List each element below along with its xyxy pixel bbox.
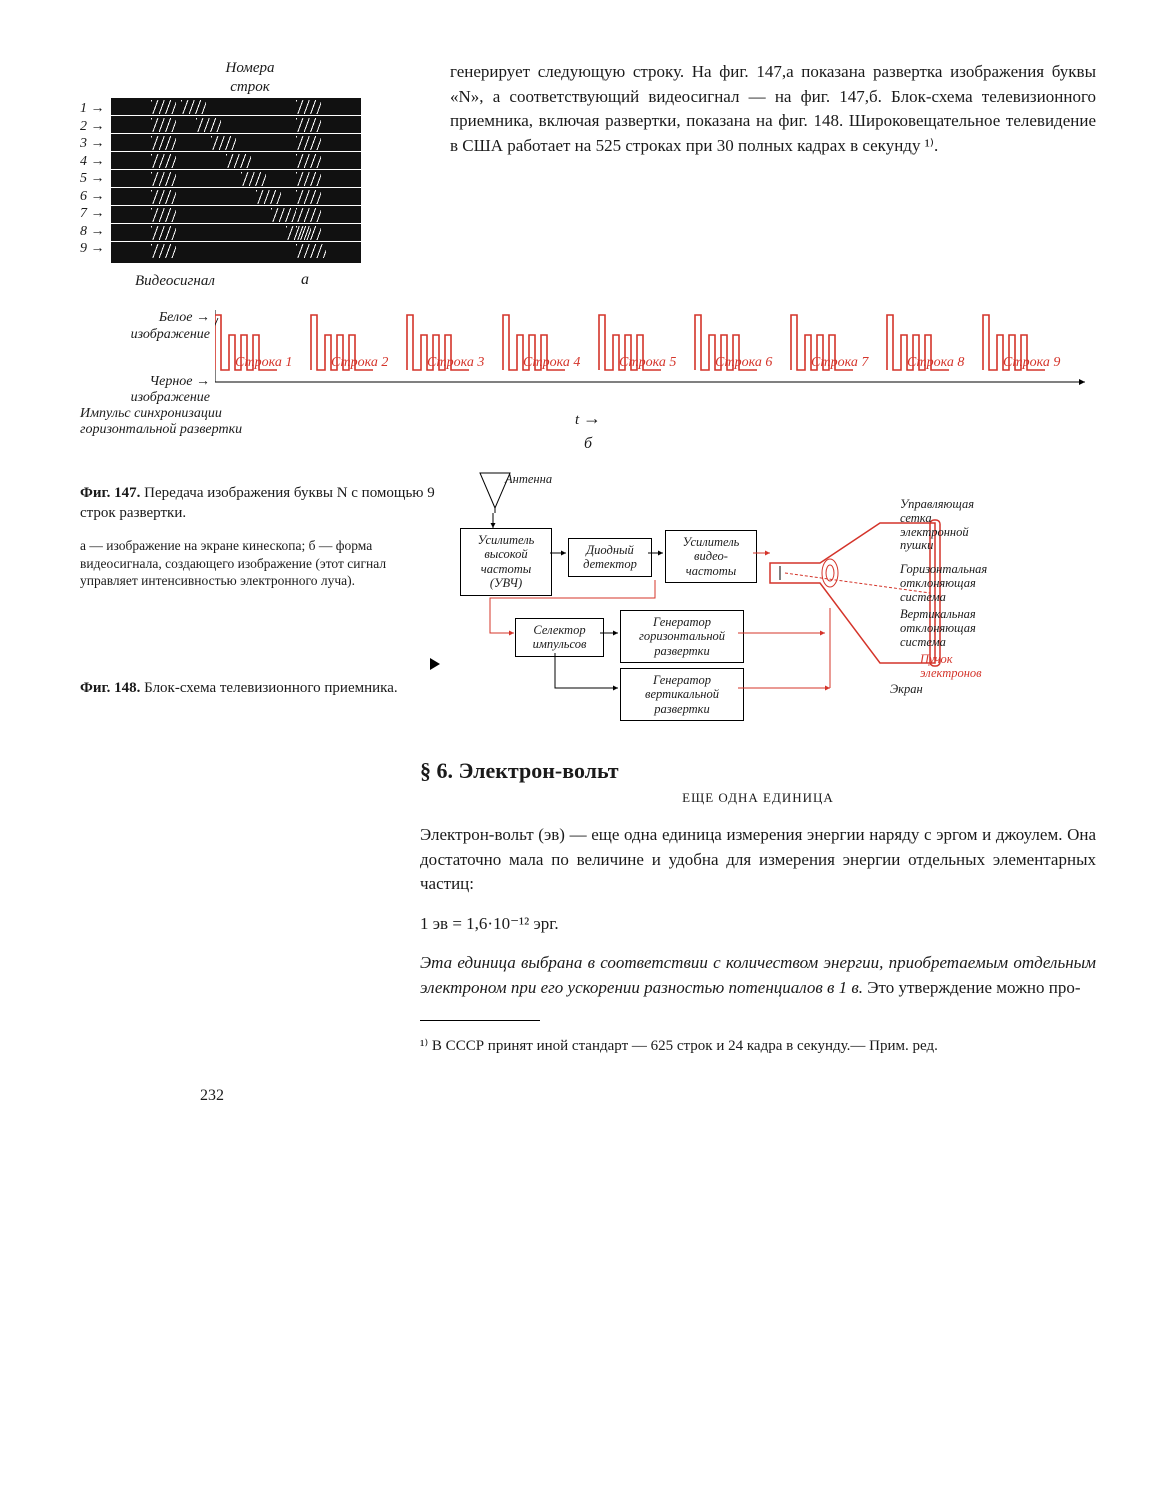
lbl-screen: Экран: [890, 683, 923, 697]
triangle-pointer-icon: [430, 658, 440, 670]
svg-text:Строка 7: Строка 7: [811, 355, 869, 370]
captions-column: Фиг. 147. Передача изображения буквы N с…: [80, 468, 440, 728]
section-6-p1: Электрон-вольт (эв) — еще одна единица и…: [420, 823, 1096, 897]
box-vgen: Генератор вертикальной развертки: [620, 668, 744, 721]
section-6-p2: Эта единица выбрана в соответствии с кол…: [420, 951, 1096, 1000]
waveform-section: Белое → изображение Черное → изображение: [80, 310, 1096, 453]
section-6-sub: ЕЩЕ ОДНА ЕДИНИЦА: [420, 790, 1096, 806]
fig147a-header2: строк: [80, 79, 420, 96]
page-number: 232: [200, 1087, 1096, 1105]
fig147-caption: Фиг. 147. Передача изображения буквы N с…: [80, 483, 440, 524]
svg-text:Строка 8: Строка 8: [907, 355, 964, 370]
block-diagram: Антенна Усилитель высокой частоты (УВЧ) …: [460, 468, 1096, 728]
box-detector: Диодный детектор: [568, 538, 652, 577]
screen-box: [111, 98, 361, 263]
wave-level-labels: Белое → изображение Черное → изображение: [80, 310, 210, 407]
svg-text:Строка 6: Строка 6: [715, 355, 772, 370]
footnote-rule: [420, 1020, 540, 1021]
box-video-amp: Усилитель видео- частоты: [665, 530, 757, 583]
svg-text:Строка 3: Строка 3: [427, 355, 484, 370]
video-signal-label: Видеосигнал: [135, 273, 420, 290]
fig148-caption: Фиг. 148. Блок-схема телевизионного прие…: [80, 678, 440, 698]
box-hgen: Генератор горизонтальной развертки: [620, 610, 744, 663]
lbl-hdef: Горизонтальная отклоняющая система: [900, 563, 987, 604]
scan-diagram: 1 → 2 → 3 → 4 → 5 → 6 → 7 → 8 → 9 →: [80, 98, 420, 263]
svg-text:Строка 1: Строка 1: [235, 355, 292, 370]
mid-section: Фиг. 147. Передача изображения буквы N с…: [80, 468, 1096, 728]
svg-text:Строка 4: Строка 4: [523, 355, 580, 370]
t-label: t: [575, 412, 579, 428]
figure-147a: Номера строк 1 → 2 → 3 → 4 → 5 → 6 → 7 →…: [80, 60, 420, 290]
formula-ev-erg: 1 эв = 1,6·10⁻¹² эрг.: [420, 914, 1096, 934]
fig147a-header: Номера: [80, 60, 420, 77]
lbl-beam: Пучок электронов: [920, 653, 982, 681]
antenna-label: Антенна: [505, 473, 552, 487]
footnote: ¹⁾ В СССР принят иной стандарт — 625 стр…: [420, 1036, 1096, 1057]
section-6-heading: § 6. Электрон-вольт: [420, 758, 1096, 784]
svg-text:Строка 9: Строка 9: [1003, 355, 1060, 370]
svg-text:Строка 2: Строка 2: [331, 355, 388, 370]
box-selector: Селектор импульсов: [515, 618, 604, 657]
lbl-vdef: Вертикальная отклоняющая система: [900, 608, 976, 649]
box-rf-amp: Усилитель высокой частоты (УВЧ): [460, 528, 552, 596]
fig147-detail: а — изображение на экране кинескопа; б —…: [80, 537, 440, 590]
top-section: Номера строк 1 → 2 → 3 → 4 → 5 → 6 → 7 →…: [80, 60, 1096, 290]
row-labels: 1 → 2 → 3 → 4 → 5 → 6 → 7 → 8 → 9 →: [80, 98, 111, 258]
svg-text:Строка 5: Строка 5: [619, 355, 676, 370]
top-paragraph: генерирует следующую строку. На фиг. 147…: [450, 60, 1096, 290]
waveform-svg: Строка 1 Строка 2 Строка 3 Строка 4 Стро…: [215, 310, 1095, 400]
lbl-grid: Управляющая сетка электронной пушки: [900, 498, 974, 553]
